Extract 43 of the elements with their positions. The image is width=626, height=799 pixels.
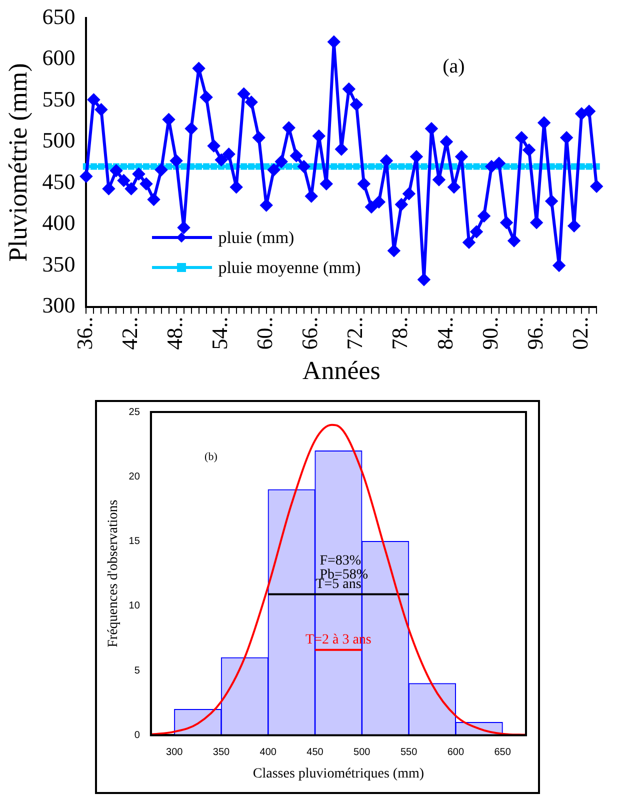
y-tick-label: 10 xyxy=(128,600,140,612)
annotation: (a) xyxy=(442,55,465,78)
y-tick-label: 600 xyxy=(42,45,76,70)
y-tick-label: 500 xyxy=(42,128,76,153)
x-tick-label: 02.. xyxy=(567,316,592,350)
x-axis-title: Classes pluviométriques (mm) xyxy=(252,766,424,782)
x-tick-label: 650 xyxy=(494,746,512,758)
x-tick-label: 54.. xyxy=(207,316,232,350)
legend-label: pluie (mm) xyxy=(218,228,294,248)
y-tick-label: 450 xyxy=(42,168,76,194)
legend-label: pluie moyenne (mm) xyxy=(218,258,361,278)
y-tick-label: 0 xyxy=(134,730,140,741)
x-tick-label: 90.. xyxy=(477,316,502,350)
x-tick-label: 48.. xyxy=(162,316,188,350)
x-tick-label: 500 xyxy=(354,746,371,758)
x-tick-label: 84.. xyxy=(432,316,458,350)
x-tick-label: 66.. xyxy=(297,316,322,350)
x-tick-label: 450 xyxy=(306,746,324,758)
x-tick-label: 78.. xyxy=(387,316,412,350)
x-tick-label: 350 xyxy=(212,746,230,758)
x-tick-label: 300 xyxy=(166,746,184,758)
y-axis-title: Fréquences d'observations xyxy=(106,500,122,648)
y-tick-label: 20 xyxy=(128,471,140,482)
y-axis-title: Pluviométrie (mm) xyxy=(3,63,32,262)
y-tick-label: 400 xyxy=(42,210,76,236)
annotation: (b) xyxy=(204,451,218,464)
y-tick-label: 350 xyxy=(42,251,76,276)
x-tick-label: 550 xyxy=(400,746,418,758)
x-tick-label: 96.. xyxy=(522,316,548,350)
y-tick-label: 5 xyxy=(134,665,140,676)
annotation: F=83% xyxy=(320,553,362,568)
x-axis-title: Années xyxy=(302,356,380,386)
x-tick-label: 36.. xyxy=(72,316,97,350)
x-tick-label: 72.. xyxy=(342,316,368,350)
x-tick-label: 60.. xyxy=(252,316,278,350)
y-tick-label: 15 xyxy=(128,536,140,548)
y-tick-label: 25 xyxy=(128,406,140,418)
x-tick-label: 400 xyxy=(260,746,277,758)
y-tick-label: 550 xyxy=(42,86,76,112)
x-tick-label: 600 xyxy=(447,746,464,758)
y-tick-label: 650 xyxy=(42,4,76,29)
x-tick-label: 42.. xyxy=(117,316,142,350)
y-tick-label: 300 xyxy=(42,292,76,318)
